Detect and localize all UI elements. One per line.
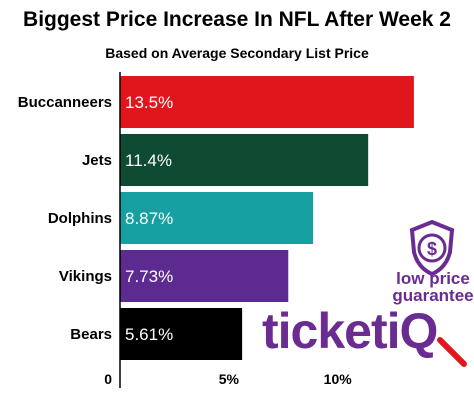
magnifier-tail-icon	[437, 337, 467, 367]
dollar-shield-icon: $	[409, 219, 455, 277]
x-tick-label: 0	[104, 371, 112, 387]
x-tick-label: 10%	[324, 371, 353, 387]
low-price-guarantee-badge: low price guarantee	[378, 270, 474, 304]
value-label: 13.5%	[125, 93, 173, 112]
bar-vikings	[120, 250, 289, 302]
value-label: 11.4%	[125, 151, 172, 170]
x-tick-label: 5%	[219, 371, 240, 387]
value-label: 8.87%	[125, 209, 173, 228]
ticketiq-logo: ticketiQ	[262, 303, 438, 359]
bar-jets	[120, 134, 369, 186]
bar-dolphins	[120, 192, 314, 244]
bar-bears	[120, 308, 243, 360]
bar-buccanneers	[120, 76, 414, 128]
value-label: 5.61%	[125, 325, 173, 344]
category-label: Vikings	[59, 268, 112, 285]
category-label: Bears	[70, 326, 112, 343]
ticketiq-branding: $ low price guarantee ticketiQ	[262, 218, 474, 368]
svg-text:$: $	[427, 239, 437, 259]
badge-line2: guarantee	[392, 286, 474, 305]
badge-line1: low price	[396, 269, 470, 288]
category-label: Jets	[82, 152, 112, 169]
chart-title: Biggest Price Increase In NFL After Week…	[23, 8, 451, 31]
category-label: Buccanneers	[18, 94, 112, 111]
category-label: Dolphins	[48, 210, 112, 227]
value-label: 7.73%	[125, 267, 173, 286]
chart-subtitle: Based on Average Secondary List Price	[105, 45, 369, 61]
